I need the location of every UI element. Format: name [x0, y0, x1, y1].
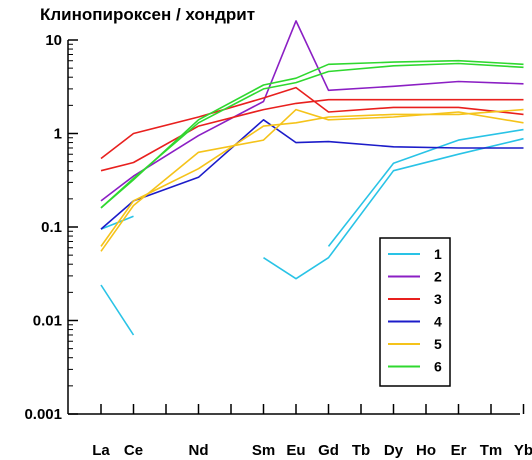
- series-line: [100, 86, 524, 160]
- y-tick-label: 0.1: [41, 219, 62, 236]
- legend-label: 1: [434, 246, 442, 262]
- series-2: [100, 20, 524, 202]
- y-tick-label: 1: [54, 126, 62, 143]
- series-line: [100, 108, 524, 247]
- x-tick-label: Nd: [189, 442, 209, 459]
- series-line: [100, 284, 135, 336]
- plot-area: 10 1 0.1 0.01 0.001 La Ce Nd Sm Eu Gd Tb Dy Ho Er Tm Yb: [24, 20, 532, 459]
- x-tick-label: Tm: [480, 442, 503, 459]
- x-tick-label: Dy: [384, 442, 404, 459]
- y-tick-label: 0.01: [33, 313, 62, 330]
- x-tick-label: Ho: [416, 442, 436, 459]
- series-line: [100, 108, 524, 252]
- legend-label: 6: [434, 359, 442, 375]
- series-line: [100, 62, 524, 209]
- series-line: [100, 98, 524, 172]
- series-line: [100, 20, 524, 202]
- x-tick-label: La: [92, 442, 110, 459]
- legend-box: [379, 237, 451, 387]
- series-3: [100, 86, 524, 172]
- legend-label: 3: [434, 291, 442, 307]
- x-tick-label: Gd: [318, 442, 339, 459]
- series-1: [100, 128, 524, 336]
- chart-title: Клинопироксен / хондрит: [40, 5, 255, 24]
- series-6: [100, 59, 524, 209]
- series-line: [100, 119, 524, 230]
- x-tick-label: Tb: [352, 442, 370, 459]
- y-tick-label: 10: [45, 32, 62, 49]
- series-line: [263, 137, 524, 280]
- legend: 1 2 3 4 5 6: [379, 237, 451, 387]
- x-tick-label: Eu: [286, 442, 305, 459]
- legend-label: 5: [434, 336, 442, 352]
- x-tick-label: Ce: [124, 442, 143, 459]
- legend-label: 4: [434, 314, 442, 330]
- legend-label: 2: [434, 269, 442, 285]
- x-tick-label: Sm: [252, 442, 275, 459]
- y-tick-label: 0.001: [24, 406, 62, 423]
- series-5: [100, 108, 524, 252]
- x-tick-label: Er: [451, 442, 467, 459]
- series-line: [327, 128, 524, 247]
- series-4: [100, 119, 524, 230]
- x-tick-label: Yb: [514, 442, 532, 459]
